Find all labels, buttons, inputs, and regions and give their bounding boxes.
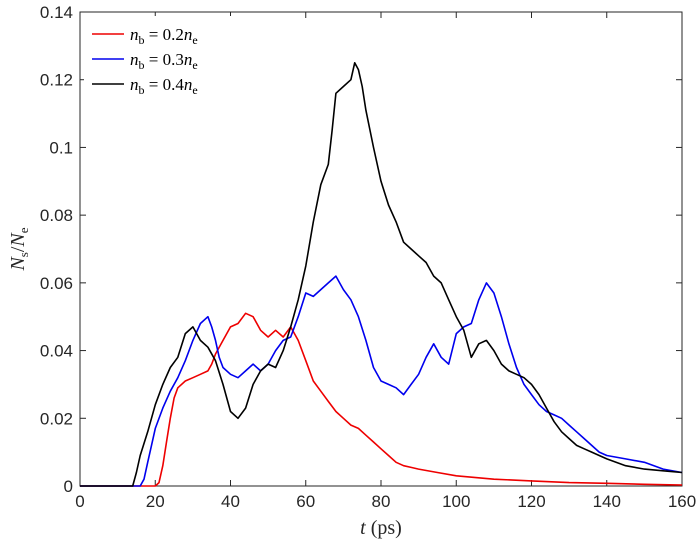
x-tick-label: 120 (517, 492, 545, 511)
series-line-0 (80, 312, 683, 487)
y-axis-label: Ns/Ne (7, 227, 31, 271)
legend-label-1: nb = 0.3ne (130, 50, 198, 72)
x-tick-label: 160 (668, 492, 696, 511)
x-tick-label: 0 (75, 492, 84, 511)
legend-box (84, 16, 258, 100)
y-tick-label: 0.06 (40, 274, 73, 293)
x-axis-label: t (ps) (360, 517, 402, 539)
y-tick-label: 0.08 (40, 206, 73, 225)
legend-label-2: nb = 0.4ne (130, 75, 198, 97)
axis-ticks: 0 20 40 60 80 100 120 140 160 0 0.02 0.04 0.06 0.08 0.… (40, 3, 696, 511)
y-tick-label: 0.14 (40, 3, 73, 22)
y-tick-label: 0 (64, 477, 73, 496)
x-tick-label: 100 (442, 492, 470, 511)
x-tick-label: 60 (296, 492, 315, 511)
x-tick-label: 140 (593, 492, 621, 511)
x-tick-label: 20 (146, 492, 165, 511)
y-tick-label: 0.04 (40, 342, 73, 361)
series-lines (80, 61, 683, 487)
y-tick-label: 0.1 (49, 138, 73, 157)
x-tick-label: 80 (372, 492, 391, 511)
y-tick-label: 0.12 (40, 71, 73, 90)
series-line-1 (80, 275, 683, 487)
x-tick-label: 40 (221, 492, 240, 511)
legend: nb = 0.2ne nb = 0.3ne nb = 0.4ne (84, 16, 258, 100)
series-line-2 (80, 61, 683, 487)
y-tick-label: 0.02 (40, 409, 73, 428)
legend-label-0: nb = 0.2ne (130, 25, 198, 47)
